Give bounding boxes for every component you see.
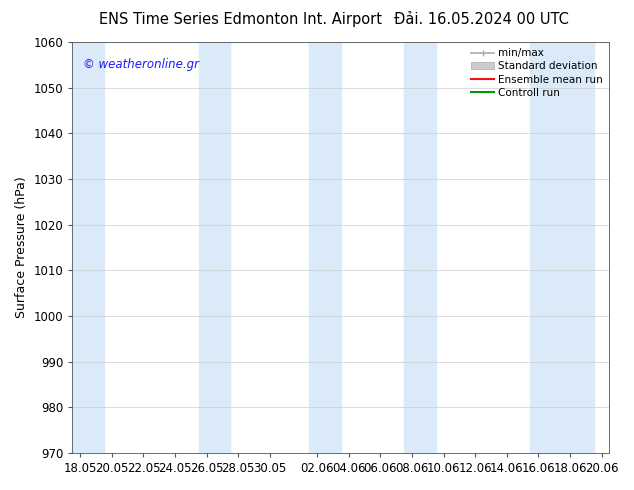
Bar <box>309 42 341 453</box>
Legend: min/max, Standard deviation, Ensemble mean run, Controll run: min/max, Standard deviation, Ensemble me… <box>467 44 607 102</box>
Text: © weatheronline.gr: © weatheronline.gr <box>83 58 199 72</box>
Bar <box>531 42 562 453</box>
Text: ENS Time Series Edmonton Int. Airport: ENS Time Series Edmonton Int. Airport <box>100 12 382 27</box>
Y-axis label: Surface Pressure (hPa): Surface Pressure (hPa) <box>15 176 28 318</box>
Bar <box>198 42 230 453</box>
Text: Đải. 16.05.2024 00 UTC: Đải. 16.05.2024 00 UTC <box>394 12 569 27</box>
Bar <box>404 42 436 453</box>
Bar <box>562 42 593 453</box>
Bar <box>72 42 104 453</box>
